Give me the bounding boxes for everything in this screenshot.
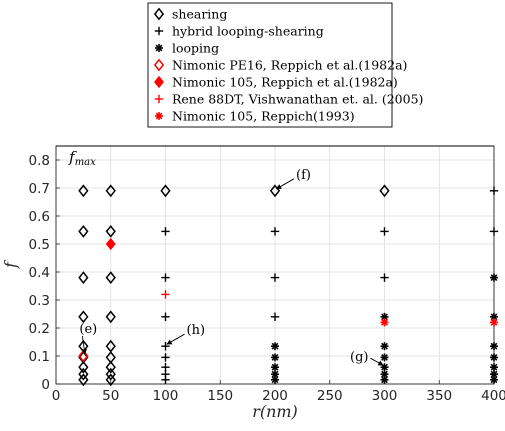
data-point (271, 363, 279, 372)
data-point (270, 273, 280, 282)
data-point (105, 224, 116, 238)
y-tick-label: 0 (41, 377, 50, 393)
annotation-arrow (166, 333, 185, 345)
y-tick-label: 0.5 (29, 237, 50, 253)
data-point (489, 186, 499, 195)
x-tick-label: 350 (426, 388, 452, 404)
data-point (160, 184, 171, 198)
data-point (161, 290, 170, 299)
data-point (490, 318, 498, 327)
annotation-arrow (81, 335, 87, 355)
annotation-label: (h) (187, 323, 206, 338)
data-point (380, 375, 389, 384)
legend-entry: Rene 88DT, Vishwanathan et. al. (2005) (172, 92, 423, 107)
data-point (105, 184, 116, 198)
legend-marker (154, 75, 164, 89)
x-tick-label: 250 (317, 388, 343, 404)
x-tick-label: 300 (372, 388, 398, 404)
data-point (78, 271, 89, 285)
x-tick-label: 50 (102, 388, 119, 404)
data-point (105, 310, 116, 324)
data-point (490, 273, 498, 282)
data-point (380, 273, 389, 282)
data-point (380, 318, 389, 327)
legend-entry: Nimonic 105, Reppich(1993) (172, 109, 355, 124)
y-tick-label: 0.1 (29, 349, 50, 365)
legend-entry: Nimonic PE16, Reppich et al.(1982a) (172, 58, 407, 73)
legend-marker (155, 112, 163, 120)
data-point (380, 312, 389, 321)
y-tick-label: 0.6 (29, 209, 50, 225)
legend-box (147, 2, 393, 128)
fmax-label-subscript: max (75, 157, 96, 168)
data-point (78, 310, 89, 324)
data-point (490, 342, 498, 351)
legend-marker (153, 58, 165, 72)
y-tick-label: 0.8 (29, 153, 50, 169)
data-point (105, 271, 116, 285)
data-point (490, 363, 498, 372)
x-tick-label: 150 (207, 388, 233, 404)
annotation-label: (e) (79, 322, 97, 337)
data-point (78, 367, 89, 381)
y-axis-label: f (1, 259, 20, 269)
data-point (161, 312, 170, 321)
data-point (490, 375, 498, 384)
data-point (271, 342, 279, 351)
data-point (161, 342, 170, 351)
plot-area: 0 50 100 150 200 250 300 350 400 0 0.1 0.2 0.3 0.4 0.5… (1, 145, 505, 421)
data-point (78, 373, 89, 387)
data-point (105, 367, 116, 381)
legend-entry: Nimonic 105, Reppich et al.(1982a) (172, 75, 398, 90)
y-tick-label: 0.2 (29, 321, 50, 337)
annotation-label: (g) (350, 350, 368, 365)
data-point (105, 237, 116, 251)
data-point (78, 184, 89, 198)
annotation-arrow (275, 178, 295, 190)
data-point (105, 360, 116, 374)
x-tick-label: 200 (262, 388, 288, 404)
annotation-arrow (370, 357, 384, 366)
data-point (270, 312, 280, 321)
data-point (78, 224, 89, 238)
data-point (271, 375, 279, 384)
legend-entry: shearing (172, 7, 227, 22)
data-point (380, 227, 389, 236)
data-point (161, 273, 170, 282)
legend: shearing hybrid looping-shearing looping Ni… (147, 2, 423, 128)
data-point (161, 353, 170, 362)
data-point (105, 373, 116, 387)
legend-entry: hybrid looping-shearing (172, 24, 324, 39)
legend-entry: looping (172, 41, 219, 56)
data-point (489, 227, 499, 236)
data-point (270, 227, 280, 236)
x-tick-label: 0 (52, 388, 61, 404)
data-point (271, 353, 279, 362)
x-axis-label: r(nm) (252, 402, 298, 421)
legend-marker (154, 26, 164, 36)
legend-marker (153, 7, 165, 21)
data-point (161, 227, 170, 236)
annotation-label: (f) (296, 168, 311, 183)
y-tick-label: 0.3 (29, 293, 50, 309)
data-point (379, 184, 390, 198)
data-point (380, 353, 389, 362)
legend-marker (154, 94, 164, 104)
x-tick-label: 100 (153, 388, 179, 404)
x-tick-label: 400 (481, 388, 505, 404)
legend-marker (155, 44, 163, 52)
y-tick-label: 0.7 (29, 181, 50, 197)
data-point (380, 342, 389, 351)
data-point (78, 360, 89, 374)
data-point (161, 375, 170, 384)
data-point (490, 353, 498, 362)
y-tick-label: 0.4 (29, 265, 50, 281)
